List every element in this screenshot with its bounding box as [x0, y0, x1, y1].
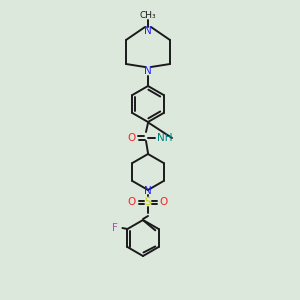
Text: O: O: [127, 133, 135, 143]
Text: O: O: [128, 197, 136, 207]
Text: N: N: [144, 186, 152, 196]
Text: S: S: [145, 197, 151, 207]
Text: O: O: [160, 197, 168, 207]
Text: CH₃: CH₃: [140, 11, 156, 20]
Text: F: F: [112, 223, 118, 233]
Text: N: N: [144, 26, 152, 36]
Text: NH: NH: [157, 133, 173, 143]
Text: N: N: [144, 66, 152, 76]
